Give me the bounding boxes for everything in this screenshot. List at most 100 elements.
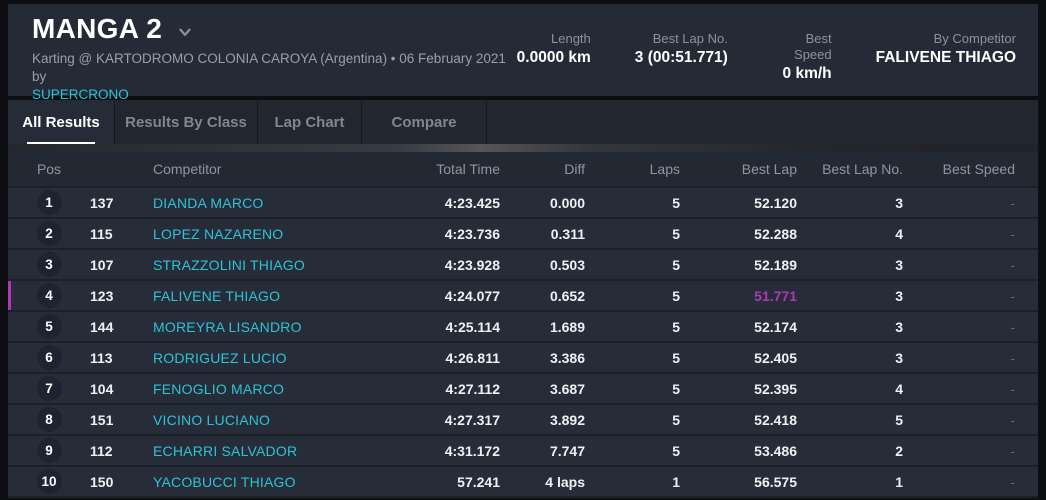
best-lap-no: 3 bbox=[895, 349, 903, 366]
position-badge: 4 bbox=[36, 283, 62, 308]
total-time: 4:26.811 bbox=[445, 349, 501, 366]
kart-number: 151 bbox=[90, 411, 114, 428]
laps: 5 bbox=[672, 256, 680, 273]
diff: 4 laps bbox=[545, 473, 585, 490]
col-header-pos: Pos bbox=[36, 161, 62, 177]
best-lap: 52.174 bbox=[754, 318, 797, 335]
laps: 5 bbox=[672, 225, 680, 242]
position-badge: 1 bbox=[36, 190, 62, 215]
best-speed: - bbox=[1010, 411, 1015, 428]
diff: 0.311 bbox=[550, 225, 585, 242]
stat-best-speed: Best Speed 0 km/h bbox=[772, 31, 832, 96]
table-header-row: Pos Competitor Total Time Diff Laps Best Lap B… bbox=[8, 152, 1038, 188]
best-lap: 52.395 bbox=[754, 380, 797, 397]
event-subtitle: Karting @ KARTODROMO COLONIA CAROYA (Arg… bbox=[32, 50, 517, 104]
kart-number: 137 bbox=[90, 194, 114, 211]
best-lap-no: 3 bbox=[895, 318, 903, 335]
position-cell: 8 bbox=[8, 407, 90, 432]
position-badge: 10 bbox=[36, 469, 62, 494]
competitor-name[interactable]: YACOBUCCI THIAGO bbox=[153, 473, 296, 490]
competitor-name[interactable]: MOREYRA LISANDRO bbox=[153, 318, 302, 335]
diff: 7.747 bbox=[549, 442, 585, 459]
position-cell: 5 bbox=[8, 314, 90, 339]
kart-number: 112 bbox=[90, 442, 113, 459]
best-speed: - bbox=[1010, 287, 1015, 304]
best-lap-no: 4 bbox=[895, 225, 903, 242]
chevron-down-icon[interactable] bbox=[176, 23, 194, 41]
best-lap-no: 5 bbox=[895, 411, 903, 428]
competitor-name[interactable]: FENOGLIO MARCO bbox=[153, 380, 285, 397]
position-badge: 9 bbox=[36, 438, 62, 463]
best-speed: - bbox=[1010, 349, 1015, 366]
best-lap-no: 3 bbox=[895, 287, 903, 304]
header-stats: Length 0.0000 km Best Lap No. 3 (00:51.771)… bbox=[517, 4, 1016, 96]
event-header: MANGA 2 Karting @ KARTODROMO COLONIA CAR… bbox=[8, 4, 1038, 102]
col-header-total-time: Total Time bbox=[436, 161, 500, 177]
best-speed: - bbox=[1010, 442, 1015, 459]
col-header-best-lap-no: Best Lap No. bbox=[822, 161, 903, 177]
tab-lap-chart[interactable]: Lap Chart bbox=[258, 100, 362, 144]
kart-number: 113 bbox=[90, 349, 113, 366]
organizer-link[interactable]: SUPERCRONO bbox=[32, 87, 129, 102]
total-time: 4:27.317 bbox=[444, 411, 500, 428]
table-row: 7 104 FENOGLIO MARCO 4:27.112 3.687 5 52.395 4 - bbox=[8, 374, 1038, 405]
col-header-laps: Laps bbox=[649, 161, 680, 177]
competitor-name[interactable]: RODRIGUEZ LUCIO bbox=[153, 349, 287, 366]
total-time: 4:23.736 bbox=[444, 225, 500, 242]
kart-number: 144 bbox=[90, 318, 114, 335]
diff: 3.892 bbox=[549, 411, 585, 428]
kart-number: 150 bbox=[90, 473, 114, 490]
best-lap-no: 1 bbox=[895, 473, 903, 490]
tab-results-by-class[interactable]: Results By Class bbox=[115, 100, 258, 144]
stat-by-competitor: By Competitor FALIVENE THIAGO bbox=[876, 31, 1016, 96]
col-header-best-lap: Best Lap bbox=[741, 161, 797, 177]
col-header-competitor: Competitor bbox=[153, 161, 222, 177]
page-title: MANGA 2 bbox=[32, 13, 163, 44]
backdrop-strip bbox=[8, 144, 1038, 152]
table-row: 5 144 MOREYRA LISANDRO 4:25.114 1.689 5 52.174… bbox=[8, 312, 1038, 343]
table-body: 1 137 DIANDA MARCO 4:23.425 0.000 5 52.120 3-2 1… bbox=[8, 188, 1038, 498]
table-row: 8 151 VICINO LUCIANO 4:27.317 3.892 5 52.418 5 - bbox=[8, 405, 1038, 436]
position-badge: 7 bbox=[36, 376, 62, 401]
laps: 1 bbox=[672, 473, 680, 490]
best-speed: - bbox=[1010, 473, 1015, 490]
diff: 3.687 bbox=[549, 380, 585, 397]
col-header-diff: Diff bbox=[564, 161, 585, 177]
tab-bar: All Results Results By Class Lap Chart Comp… bbox=[8, 100, 1038, 144]
total-time: 4:25.114 bbox=[445, 318, 501, 335]
position-badge: 2 bbox=[36, 221, 62, 246]
position-cell: 9 bbox=[8, 438, 90, 463]
competitor-name[interactable]: FALIVENE THIAGO bbox=[153, 287, 281, 304]
table-row: 3 107 STRAZZOLINI THIAGO 4:23.928 0.503 5 52.1… bbox=[8, 250, 1038, 281]
stat-best-lap-no: Best Lap No. 3 (00:51.771) bbox=[635, 31, 728, 96]
position-badge: 6 bbox=[36, 345, 62, 370]
competitor-name[interactable]: ECHARRI SALVADOR bbox=[153, 442, 298, 459]
diff: 1.689 bbox=[549, 318, 585, 335]
tab-compare[interactable]: Compare bbox=[362, 100, 487, 144]
laps: 5 bbox=[672, 194, 680, 211]
kart-number: 115 bbox=[90, 225, 113, 242]
laps: 5 bbox=[672, 349, 680, 366]
table-row: 2 115 LOPEZ NAZARENO 4:23.736 0.311 5 52.288 4 - bbox=[8, 219, 1038, 250]
competitor-name[interactable]: DIANDA MARCO bbox=[153, 194, 264, 211]
table-row: 6 113 RODRIGUEZ LUCIO 4:26.811 3.386 5 52.405 3… bbox=[8, 343, 1038, 374]
kart-number: 104 bbox=[90, 380, 114, 397]
laps: 5 bbox=[672, 287, 680, 304]
stat-label: Length bbox=[551, 31, 591, 46]
stat-length: Length 0.0000 km bbox=[517, 31, 591, 96]
competitor-name[interactable]: STRAZZOLINI THIAGO bbox=[153, 256, 305, 273]
competitor-name[interactable]: LOPEZ NAZARENO bbox=[153, 225, 284, 242]
competitor-name[interactable]: VICINO LUCIANO bbox=[153, 411, 271, 428]
total-time: 57.241 bbox=[457, 473, 500, 490]
stat-label: Best Lap No. bbox=[652, 31, 728, 46]
best-lap: 52.418 bbox=[754, 411, 797, 428]
best-lap: 56.575 bbox=[754, 473, 797, 490]
best-lap: 52.288 bbox=[754, 225, 797, 242]
laps: 5 bbox=[672, 380, 680, 397]
table-row: 4 123 FALIVENE THIAGO 4:24.077 0.652 5 51.771 3… bbox=[8, 281, 1038, 312]
event-subtitle-text: Karting @ KARTODROMO COLONIA CAROYA (Arg… bbox=[32, 51, 506, 84]
laps: 5 bbox=[672, 411, 680, 428]
best-lap-no: 3 bbox=[895, 256, 903, 273]
event-info: MANGA 2 Karting @ KARTODROMO COLONIA CAR… bbox=[32, 4, 517, 102]
tab-all-results[interactable]: All Results bbox=[8, 100, 115, 144]
